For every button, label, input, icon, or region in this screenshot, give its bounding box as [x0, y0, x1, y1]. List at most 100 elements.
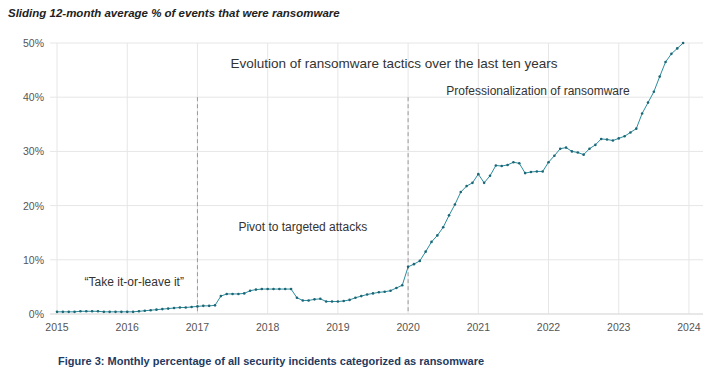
series-point: [120, 311, 123, 314]
series-point: [547, 161, 550, 164]
series-point: [97, 310, 100, 313]
x-axis-line: [50, 314, 703, 315]
series-point: [243, 292, 246, 295]
series-point: [670, 53, 673, 56]
caption: Figure 3: Monthly percentage of all secu…: [58, 355, 484, 367]
grid-line-y: [50, 43, 703, 44]
series-point: [342, 300, 345, 303]
x-tick-label: 2017: [186, 321, 210, 333]
series-point: [512, 161, 515, 164]
series-point: [617, 137, 620, 140]
y-tick-label: 20%: [23, 200, 44, 212]
series-point: [571, 150, 574, 153]
series-point: [354, 296, 357, 299]
series-point: [612, 139, 615, 142]
series-point: [132, 311, 135, 314]
series-point: [536, 170, 539, 173]
series-point: [518, 162, 521, 165]
series-point: [62, 311, 65, 314]
series-point: [79, 310, 82, 313]
grid-line-y: [50, 151, 703, 152]
series-point: [126, 311, 129, 314]
series-point: [67, 311, 70, 314]
series-point: [114, 311, 117, 314]
series-point: [214, 304, 217, 307]
series-point: [576, 151, 579, 154]
series-point: [594, 144, 597, 147]
series-point: [220, 295, 223, 298]
series-point: [167, 307, 170, 310]
series-point: [506, 164, 509, 167]
series-point: [658, 75, 661, 78]
grid-line-x: [688, 43, 689, 314]
series-point: [249, 289, 252, 292]
series-point: [319, 298, 322, 301]
series-point: [471, 182, 474, 185]
y-tick-label: 40%: [23, 91, 44, 103]
series-point: [442, 226, 445, 229]
series-point: [372, 292, 375, 295]
series-point: [395, 287, 398, 290]
series-point: [600, 138, 603, 141]
series-point: [73, 311, 76, 314]
series-point: [465, 185, 468, 188]
series-point: [653, 90, 656, 93]
series-point: [348, 299, 351, 302]
series-point: [190, 306, 193, 309]
series-point: [629, 131, 632, 134]
series-point: [237, 293, 240, 296]
series-point: [208, 305, 211, 308]
x-tick-label: 2024: [677, 321, 701, 333]
x-tick-label: 2021: [467, 321, 491, 333]
series-point: [524, 172, 527, 175]
series-point: [559, 147, 562, 150]
series-point: [331, 300, 334, 303]
series-point: [413, 263, 416, 266]
series-point: [143, 309, 146, 312]
x-tick-label: 2019: [326, 321, 350, 333]
series-point: [565, 146, 568, 149]
series-point: [424, 250, 427, 253]
grid-line-x: [127, 43, 128, 314]
series-point: [635, 127, 638, 130]
y-tick-label: 10%: [23, 254, 44, 266]
series-point: [290, 288, 293, 291]
series-point: [202, 305, 205, 308]
series-point: [430, 241, 433, 244]
series-point: [138, 310, 141, 313]
y-tick-label: 30%: [23, 145, 44, 157]
series-point: [284, 288, 287, 291]
series-point: [641, 112, 644, 115]
series-point: [366, 293, 369, 296]
series-point: [454, 203, 457, 206]
series-point: [530, 171, 533, 174]
series-point: [436, 234, 439, 237]
grid-line-y: [50, 259, 703, 260]
series-point: [459, 191, 462, 194]
series-point: [85, 310, 88, 313]
grid-line-x: [408, 43, 409, 314]
x-tick-label: 2018: [256, 321, 280, 333]
series-line: [57, 43, 683, 312]
series-point: [407, 266, 410, 269]
series-point: [301, 299, 304, 302]
series-point: [184, 306, 187, 309]
grid-line-x: [57, 43, 58, 314]
series-point: [173, 307, 176, 310]
series-point: [378, 291, 381, 294]
series-point: [389, 289, 392, 292]
series-point: [225, 293, 228, 296]
series-point: [553, 154, 556, 157]
series-point: [266, 288, 269, 291]
chart-root: Sliding 12-month average % of events tha…: [0, 0, 715, 385]
series-point: [231, 293, 234, 296]
y-tick-label: 50%: [23, 37, 44, 49]
series-point: [91, 310, 94, 313]
annotation-line: [408, 97, 409, 314]
annotation-text: Pivot to targeted attacks: [238, 220, 367, 234]
series-point: [676, 47, 679, 50]
series-point: [56, 311, 59, 314]
series-point: [500, 165, 503, 168]
series-point: [337, 300, 340, 303]
series-point: [325, 300, 328, 303]
